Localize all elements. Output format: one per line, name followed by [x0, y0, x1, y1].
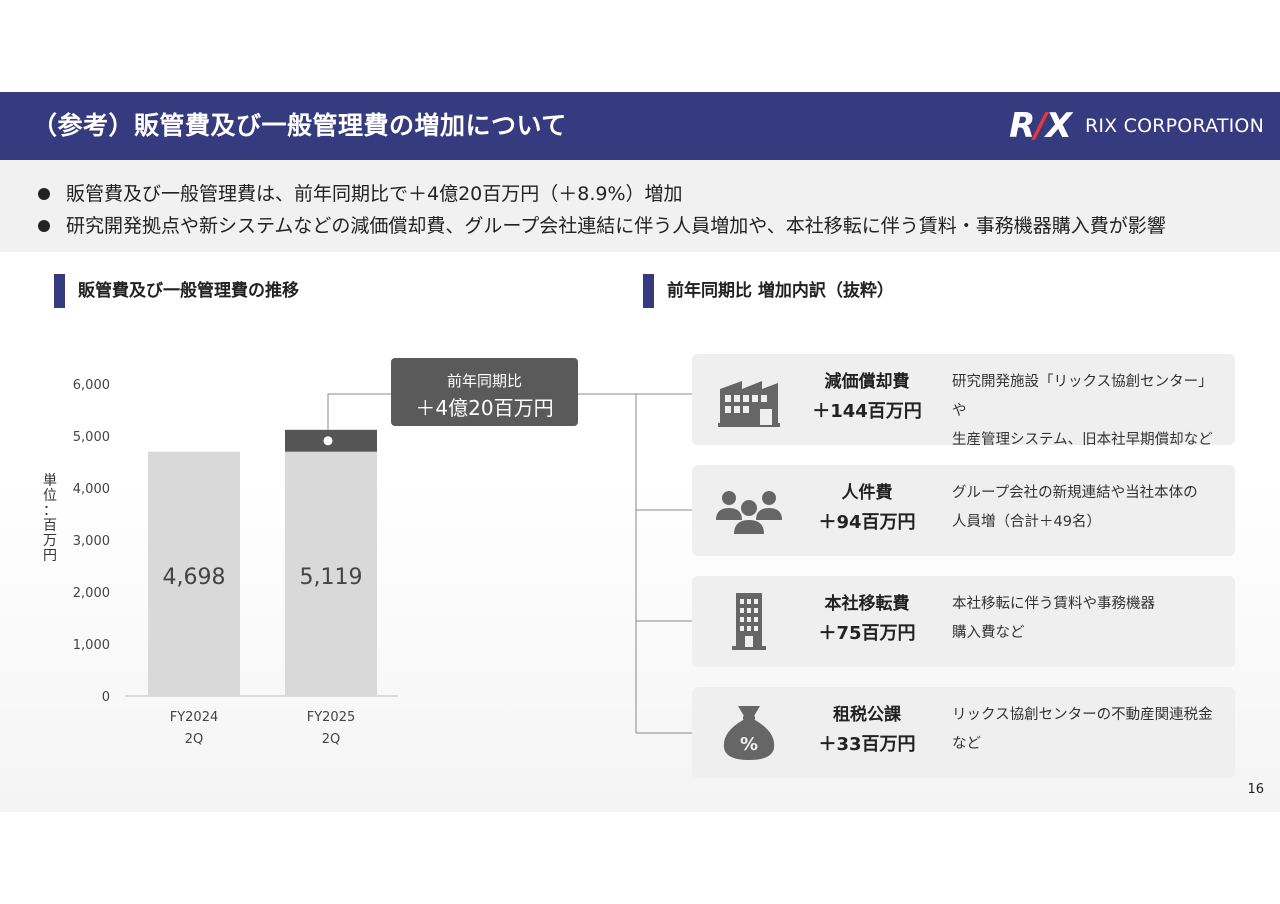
card-amount: ＋33百万円	[818, 734, 916, 755]
y-axis-label-char: 単	[43, 473, 57, 489]
svg-text:%: %	[740, 734, 758, 755]
bar-data-label: 5,119	[300, 565, 363, 590]
tax-bag-icon: %	[723, 706, 775, 760]
logo-mark: R/X	[1009, 106, 1072, 146]
x-tick-label: FY2024	[170, 710, 219, 725]
office-building-icon	[732, 593, 766, 650]
card-description: グループ会社の新規連結や当社本体の 人員増（合計＋49名）	[952, 479, 1227, 537]
card-desc-line: グループ会社の新規連結や当社本体の	[952, 485, 1198, 501]
card-title: 人件費	[841, 483, 893, 503]
y-tick-label: 1,000	[73, 638, 110, 653]
summary-bullets: 販管費及び一般管理費は、前年同期比で＋4億20百万円（＋8.9%）増加 研究開発…	[0, 160, 1280, 252]
yoy-callout: 前年同期比 ＋4億20百万円	[391, 358, 578, 426]
y-axis-label-char: 万	[43, 533, 57, 549]
card-amount: ＋94百万円	[818, 512, 916, 533]
y-tick-label: 0	[102, 690, 110, 705]
bar-base	[285, 451, 377, 696]
bullet-item: 販管費及び一般管理費は、前年同期比で＋4億20百万円（＋8.9%）増加	[0, 178, 1280, 210]
card-head: 租税公課 ＋33百万円	[802, 701, 932, 761]
card-head: 減価償却費 ＋144百万円	[802, 368, 932, 428]
y-axis-label-char: ：	[43, 503, 57, 519]
content-area: 販管費及び一般管理費の推移 前年同期比 増加内訳（抜粋） 0 1,000 2,000…	[0, 252, 1280, 812]
y-tick-label: 2,000	[73, 586, 110, 601]
bar-chart: 0 1,000 2,000 3,000 4,000 5,000 6,000 単位：百万円 4,6…	[43, 378, 692, 747]
company-logo: R/X RIX CORPORATION	[1009, 106, 1264, 146]
x-tick-label: FY2025	[307, 710, 356, 725]
card-description: リックス協創センターの不動産関連税金 など	[952, 701, 1227, 759]
logo-text: RIX CORPORATION	[1084, 115, 1264, 137]
card-title: 租税公課	[833, 705, 901, 725]
card-desc-line: 購入費など	[952, 625, 1025, 641]
card-title: 本社移転費	[824, 594, 910, 614]
card-description: 本社移転に伴う賃料や事務機器 購入費など	[952, 590, 1227, 648]
card-amount: ＋144百万円	[812, 401, 922, 422]
callout-label: 前年同期比	[446, 372, 522, 390]
x-tick-label: 2Q	[185, 732, 204, 747]
left-section-title: 販管費及び一般管理費の推移	[54, 274, 299, 308]
bar-data-label: 4,698	[163, 565, 226, 590]
bullet-item: 研究開発拠点や新システムなどの減価償却費、グループ会社連結に伴う人員増加や、本社…	[0, 210, 1280, 242]
callout-connector	[327, 393, 391, 430]
card-desc-line: 生産管理システム、旧本社早期償却など	[952, 432, 1213, 448]
y-axis-label-char: 位	[43, 488, 57, 504]
y-axis-label-char: 円	[43, 548, 57, 564]
factory-icon	[718, 381, 780, 427]
card-description: 研究開発施設「リックス協創センター」や 生産管理システム、旧本社早期償却など	[952, 368, 1227, 455]
breakdown-card-depreciation: 減価償却費 ＋144百万円 研究開発施設「リックス協創センター」や 生産管理シス…	[692, 354, 1235, 448]
header-bar: （参考）販管費及び一般管理費の増加について R/X RIX CORPORATIO…	[0, 92, 1280, 160]
card-head: 本社移転費 ＋75百万円	[802, 590, 932, 650]
card-title: 減価償却費	[824, 372, 910, 392]
y-tick-label: 6,000	[73, 378, 110, 393]
card-desc-line: リックス協創センターの不動産関連税金	[952, 707, 1213, 723]
card-amount: ＋75百万円	[818, 623, 916, 644]
card-desc-line: 研究開発施設「リックス協創センター」や	[952, 374, 1213, 419]
card-desc-line: 本社移転に伴う賃料や事務機器	[952, 596, 1155, 612]
card-head: 人件費 ＋94百万円	[802, 479, 932, 539]
y-axis-label-char: 百	[43, 518, 57, 534]
y-tick-label: 5,000	[73, 430, 110, 445]
bar-base	[148, 451, 240, 696]
card-desc-line: など	[952, 736, 981, 752]
y-tick-label: 3,000	[73, 534, 110, 549]
right-section-title: 前年同期比 増加内訳（抜粋）	[643, 274, 894, 308]
people-icon	[716, 491, 782, 534]
card-desc-line: 人員増（合計＋49名）	[952, 514, 1101, 530]
breakdown-card-personnel: 人件費 ＋94百万円 グループ会社の新規連結や当社本体の 人員増（合計＋49名）	[692, 465, 1235, 556]
breakdown-card-taxes: % 租税公課 ＋33百万円 リックス協創センターの不動産関連税金 など	[692, 687, 1235, 778]
page-title: （参考）販管費及び一般管理費の増加について	[32, 111, 567, 140]
breakdown-card-relocation: 本社移転費 ＋75百万円 本社移転に伴う賃料や事務機器 購入費など	[692, 576, 1235, 667]
callout-value: ＋4億20百万円	[415, 396, 554, 420]
page-number: 16	[1247, 782, 1264, 797]
increase-marker-dot	[323, 436, 333, 446]
y-tick-label: 4,000	[73, 482, 110, 497]
x-tick-label: 2Q	[322, 732, 341, 747]
